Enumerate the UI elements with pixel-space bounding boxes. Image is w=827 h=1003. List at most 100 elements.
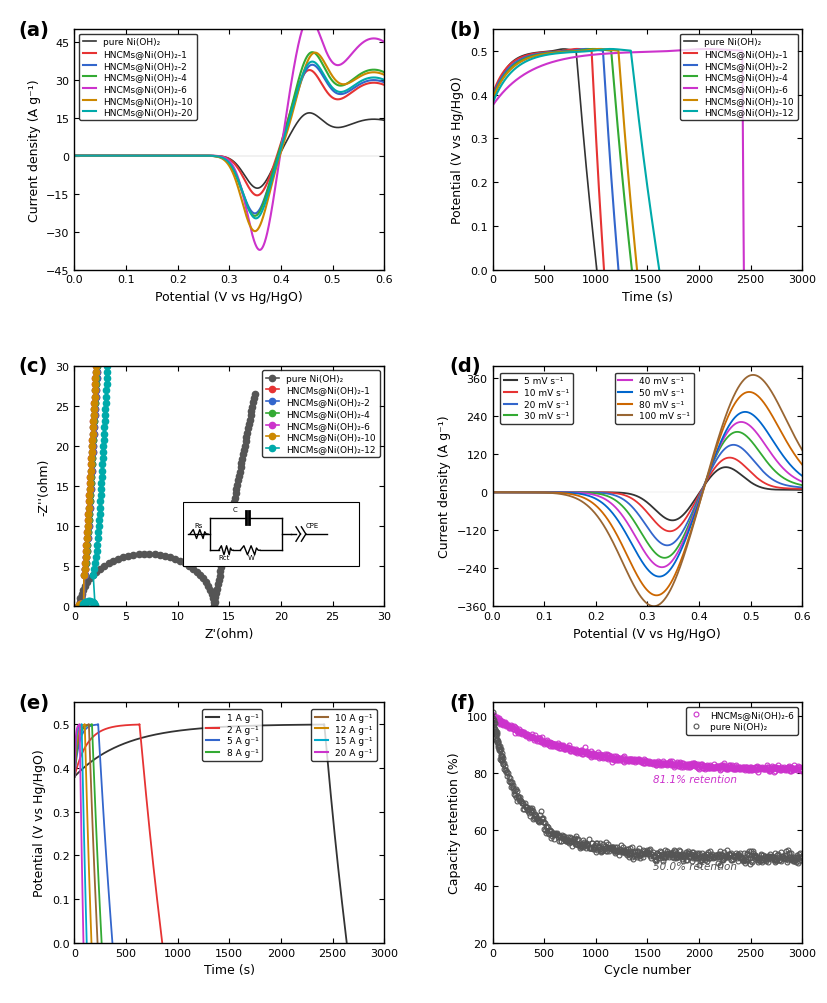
HNCMs@Ni(OH)₂-2 <box>488 91 498 103</box>
10 mV s⁻¹ <box>613 488 623 500</box>
HNCMs@Ni(OH)₂-4 <box>87 446 97 458</box>
HNCMs@Ni(OH)₂-4 <box>90 385 100 397</box>
20 A g⁻¹ <box>70 740 80 752</box>
10 A g⁻¹ <box>69 771 79 783</box>
HNCMs@Ni(OH)₂-1 <box>75 599 85 611</box>
20 A g⁻¹ <box>79 937 88 949</box>
HNCMs@Ni(OH)₂-4 <box>312 49 322 61</box>
20 A g⁻¹ <box>72 722 82 734</box>
HNCMs@Ni(OH)₂-4 <box>88 416 98 428</box>
20 A g⁻¹ <box>74 719 84 731</box>
15 A g⁻¹ <box>72 728 82 740</box>
HNCMs@Ni(OH)₂-12 <box>98 446 108 458</box>
HNCMs@Ni(OH)₂-2 <box>92 360 102 372</box>
80 mV s⁻¹ <box>735 391 745 403</box>
HNCMs@Ni(OH)₂-4 <box>84 509 93 521</box>
HNCMs@Ni(OH)₂-1 <box>83 533 93 545</box>
HNCMs@Ni(OH)₂-6 <box>76 599 86 611</box>
HNCMs@Ni(OH)₂-2 <box>613 254 623 266</box>
100 mV s⁻¹ <box>729 389 739 401</box>
HNCMs@Ni(OH)₂-4 <box>74 600 84 612</box>
pure Ni(OH)₂ <box>797 852 807 864</box>
HNCMs@Ni(OH)₂-1 <box>566 44 576 56</box>
HNCMs@Ni(OH)₂-12 <box>97 477 107 489</box>
HNCMs@Ni(OH)₂-1 <box>85 489 95 502</box>
5 A g⁻¹ <box>108 937 117 949</box>
HNCMs@Ni(OH)₂-10 <box>602 44 612 56</box>
HNCMs@Ni(OH)₂-4 <box>69 150 79 162</box>
HNCMs@Ni(OH)₂-10 <box>75 599 85 611</box>
2 A g⁻¹ <box>73 758 83 770</box>
HNCMs@Ni(OH)₂-6 <box>82 533 92 545</box>
HNCMs@Ni(OH)₂-6 <box>283 102 293 114</box>
5 A g⁻¹ <box>69 771 79 783</box>
5 mV s⁻¹ <box>519 486 529 498</box>
15 A g⁻¹ <box>76 719 86 731</box>
HNCMs@Ni(OH)₂-10 <box>312 48 322 60</box>
Legend: pure Ni(OH)₂, HNCMs@Ni(OH)₂-1, HNCMs@Ni(OH)₂-2, HNCMs@Ni(OH)₂-4, HNCMs@Ni(OH)₂-6: pure Ni(OH)₂, HNCMs@Ni(OH)₂-1, HNCMs@Ni(… <box>262 371 380 457</box>
pure Ni(OH)₂ <box>715 860 724 872</box>
100 mV s⁻¹ <box>519 486 529 498</box>
15 A g⁻¹ <box>80 865 90 877</box>
HNCMs@Ni(OH)₂-12 <box>89 599 99 611</box>
HNCMs@Ni(OH)₂-2 <box>308 59 318 71</box>
HNCMs@Ni(OH)₂-10 <box>87 440 97 452</box>
HNCMs@Ni(OH)₂-4 <box>83 527 93 539</box>
5 A g⁻¹ <box>107 924 117 936</box>
5 mV s⁻¹ <box>797 484 807 496</box>
HNCMs@Ni(OH)₂-6 <box>89 397 99 409</box>
HNCMs@Ni(OH)₂-10 <box>88 434 98 446</box>
HNCMs@Ni(OH)₂-6 <box>85 471 95 483</box>
HNCMs@Ni(OH)₂-4 <box>88 428 98 440</box>
HNCMs@Ni(OH)₂-1 <box>83 539 93 551</box>
15 A g⁻¹ <box>76 719 86 731</box>
20 A g⁻¹ <box>79 927 88 939</box>
15 A g⁻¹ <box>74 722 84 734</box>
50 mV s⁻¹ <box>624 534 633 546</box>
80 mV s⁻¹ <box>744 386 754 398</box>
HNCMs@Ni(OH)₂-20 <box>308 56 318 68</box>
HNCMs@Ni(OH)₂-12 <box>642 176 652 188</box>
HNCMs@Ni(OH)₂-4 <box>75 599 85 611</box>
100 mV s⁻¹ <box>700 476 710 488</box>
HNCMs@Ni(OH)₂-6 <box>85 477 95 489</box>
HNCMs@Ni(OH)₂-10 <box>74 601 84 613</box>
HNCMs@Ni(OH)₂-4 <box>101 150 111 162</box>
HNCMs@Ni(OH)₂-10 <box>589 44 599 56</box>
HNCMs@Ni(OH)₂-4 <box>78 599 88 611</box>
HNCMs@Ni(OH)₂-2 <box>86 477 96 489</box>
1 A g⁻¹ <box>69 771 79 783</box>
pure Ni(OH)₂ <box>74 601 84 613</box>
20 A g⁻¹ <box>75 769 85 781</box>
HNCMs@Ni(OH)₂-4 <box>626 254 636 266</box>
HNCMs@Ni(OH)₂-1 <box>74 599 84 611</box>
HNCMs@Ni(OH)₂-6 <box>686 44 696 56</box>
HNCMs@Ni(OH)₂-1 <box>74 601 84 613</box>
HNCMs@Ni(OH)₂-6 <box>317 36 327 48</box>
HNCMs@Ni(OH)₂-10 <box>74 599 84 611</box>
50 mV s⁻¹ <box>797 470 807 482</box>
12 A g⁻¹ <box>76 721 86 733</box>
HNCMs@Ni(OH)₂-4 <box>79 599 88 611</box>
HNCMs@Ni(OH)₂-1 <box>206 150 216 162</box>
Line: HNCMs@Ni(OH)₂-12: HNCMs@Ni(OH)₂-12 <box>79 363 111 610</box>
HNCMs@Ni(OH)₂-6 <box>101 150 111 162</box>
HNCMs@Ni(OH)₂-10 <box>74 599 84 611</box>
Text: 81.1% retention: 81.1% retention <box>653 773 737 783</box>
HNCMs@Ni(OH)₂-6 <box>739 176 748 188</box>
HNCMs@Ni(OH)₂-2 <box>614 264 624 276</box>
HNCMs@Ni(OH)₂-12 <box>91 552 101 564</box>
HNCMs@Ni(OH)₂-2 <box>88 434 98 446</box>
HNCMs@Ni(OH)₂-10 <box>86 459 96 471</box>
Line: 10 mV s⁻¹: 10 mV s⁻¹ <box>493 458 802 532</box>
80 mV s⁻¹ <box>700 477 710 489</box>
HNCMs@Ni(OH)₂-10 <box>75 599 85 611</box>
HNCMs@Ni(OH)₂-4 <box>79 600 89 612</box>
HNCMs@Ni(OH)₂-4 <box>85 489 95 502</box>
HNCMs@Ni(OH)₂-2 <box>91 385 101 397</box>
HNCMs@Ni(OH)₂-6 <box>79 564 89 576</box>
20 mV s⁻¹ <box>519 486 529 498</box>
HNCMs@Ni(OH)₂-2 <box>82 552 92 564</box>
HNCMs@Ni(OH)₂-2 <box>87 459 97 471</box>
Line: HNCMs@Ni(OH)₂-6: HNCMs@Ni(OH)₂-6 <box>75 363 99 610</box>
